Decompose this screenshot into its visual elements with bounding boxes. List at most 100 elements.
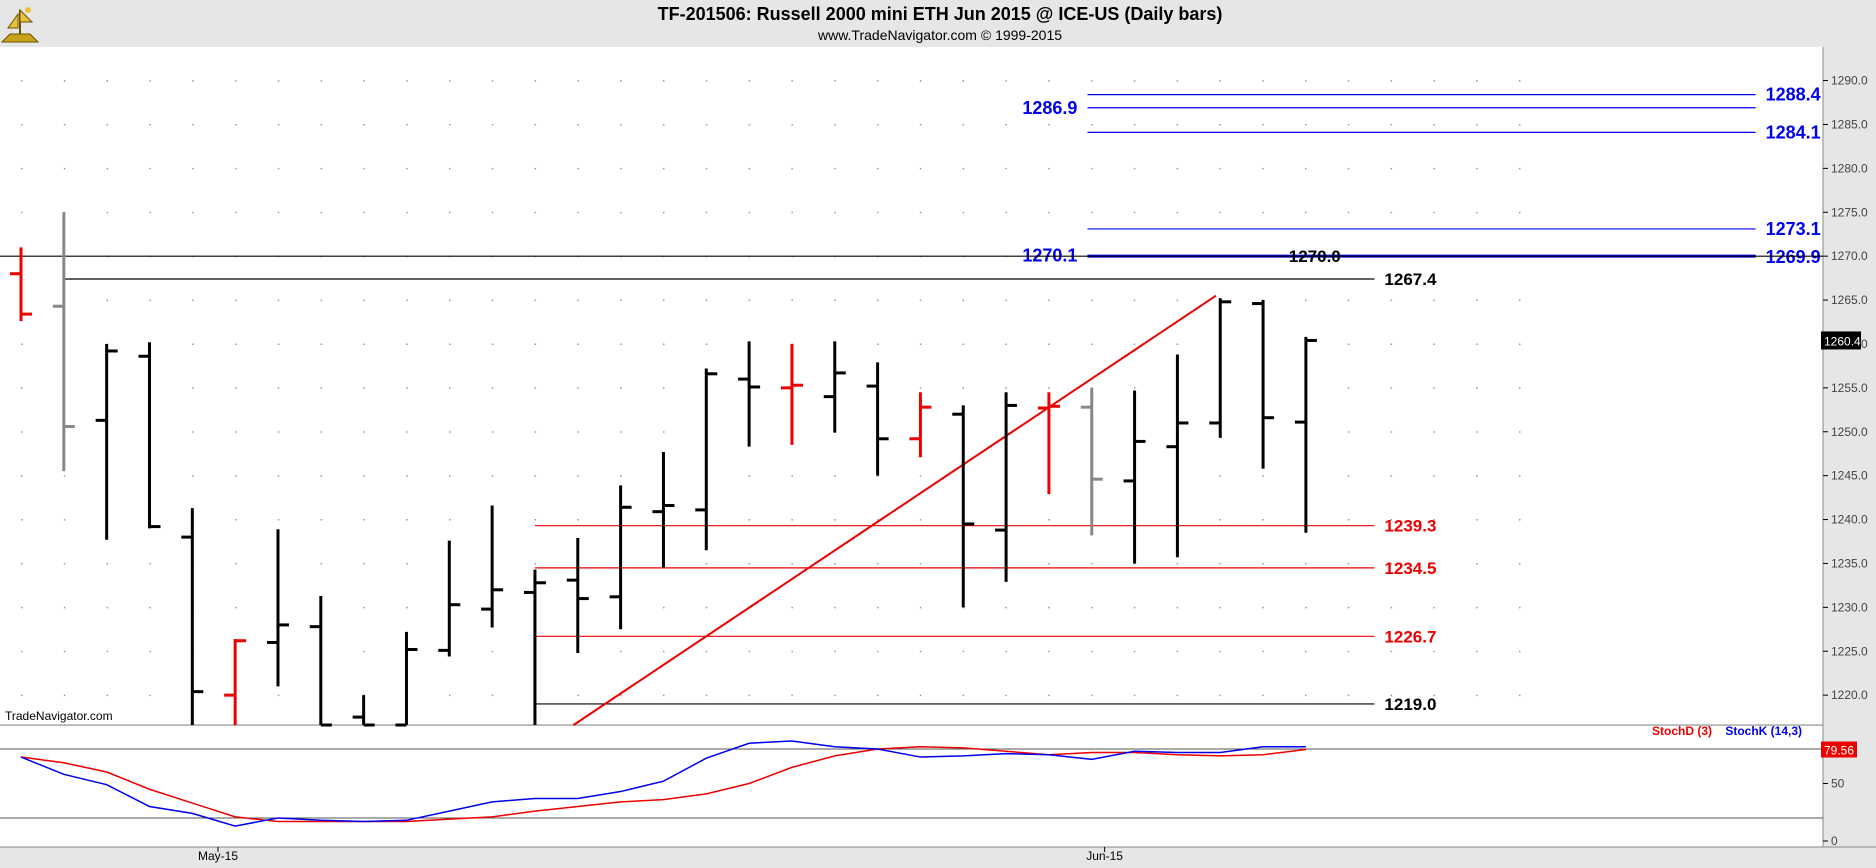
grid-dot	[449, 167, 451, 170]
grid-dot	[919, 519, 922, 521]
grid-dot	[1048, 123, 1050, 126]
grid-dot	[834, 167, 836, 170]
grid-dot	[192, 343, 194, 345]
grid-dot	[406, 343, 408, 345]
grid-dot	[63, 475, 66, 477]
grid-dot	[834, 123, 836, 126]
grid-dot	[705, 80, 708, 82]
grid-dot	[1305, 123, 1307, 126]
ohlc-bar	[481, 505, 504, 628]
grid-dot	[834, 650, 836, 653]
grid-dot	[1005, 650, 1007, 653]
grid-dot	[235, 343, 237, 345]
grid-dot	[1219, 519, 1221, 521]
grid-dot	[406, 387, 408, 389]
grid-dot	[1519, 431, 1521, 433]
y-tick-label: 1225.0	[1831, 644, 1868, 658]
ohlc-bar	[395, 631, 418, 727]
ohlc-bar	[224, 638, 247, 725]
grid-dot	[748, 299, 751, 302]
grid-dot	[320, 299, 323, 302]
grid-dot	[320, 387, 323, 389]
grid-dot	[1433, 80, 1435, 82]
grid-dot	[1433, 519, 1435, 521]
grid-dot	[919, 299, 922, 302]
grid-dot	[1305, 167, 1307, 170]
last-price-badge	[1821, 331, 1861, 350]
grid-dot	[449, 431, 451, 433]
grid-dot	[1390, 431, 1393, 433]
grid-dot	[406, 475, 408, 477]
grid-dot	[1262, 519, 1264, 521]
grid-dot	[1176, 650, 1179, 653]
grid-dot	[320, 431, 323, 433]
grid-dot	[1347, 562, 1350, 565]
grid-dot	[449, 519, 451, 521]
grid-dot	[663, 343, 665, 345]
grid-dot	[21, 606, 23, 609]
grid-dot	[192, 387, 194, 389]
ohlc-bar	[138, 342, 161, 529]
grid-dot	[962, 606, 965, 609]
grid-dot	[791, 211, 793, 214]
grid-dot	[21, 211, 23, 214]
grid-dot	[962, 343, 965, 345]
grid-dot	[235, 562, 237, 565]
grid-dot	[1133, 562, 1136, 565]
grid-dot	[1390, 211, 1393, 214]
grid-dot	[1347, 123, 1350, 126]
grid-dot	[1091, 650, 1093, 653]
x-tick-label: Jun-15	[1086, 849, 1123, 863]
grid-dot	[791, 694, 793, 697]
grid-dot	[1005, 299, 1007, 302]
ohlc-bar	[909, 392, 932, 458]
watermark: TradeNavigator.com	[5, 709, 113, 723]
grid-dot	[1347, 387, 1350, 389]
grid-dot	[192, 167, 194, 170]
grid-dot	[1433, 650, 1435, 653]
grid-dot	[1433, 167, 1435, 170]
grid-dot	[1048, 299, 1050, 302]
grid-dot	[491, 80, 494, 82]
grid-dot	[705, 694, 708, 697]
grid-dot	[1262, 167, 1264, 170]
grid-dot	[1433, 343, 1435, 345]
grid-dot	[277, 519, 280, 521]
grid-dot	[577, 431, 579, 433]
level-label: 1270.0	[1289, 247, 1341, 266]
grid-dot	[877, 694, 879, 697]
grid-dot	[406, 299, 408, 302]
grid-dot	[663, 80, 665, 82]
grid-dot	[1433, 562, 1435, 565]
grid-dot	[962, 387, 965, 389]
grid-dot	[1005, 343, 1007, 345]
grid-dot	[1048, 694, 1050, 697]
grid-dot	[1091, 123, 1093, 126]
grid-dot	[962, 167, 965, 170]
grid-dot	[192, 80, 194, 82]
grid-dot	[1519, 299, 1521, 302]
grid-dot	[577, 519, 579, 521]
grid-dot	[1005, 167, 1007, 170]
grid-dot	[235, 475, 237, 477]
grid-dot	[449, 211, 451, 214]
grid-dot	[1433, 299, 1435, 302]
grid-dot	[1005, 606, 1007, 609]
grid-dot	[1091, 343, 1093, 345]
grid-dot	[620, 650, 622, 653]
grid-dot	[491, 387, 494, 389]
grid-dot	[363, 562, 365, 565]
grid-dot	[1176, 167, 1179, 170]
grid-dot	[63, 650, 66, 653]
grid-dot	[1476, 343, 1478, 345]
price-panel	[0, 47, 1823, 725]
grid-dot	[748, 475, 751, 477]
grid-dot	[534, 211, 537, 214]
grid-dot	[235, 519, 237, 521]
grid-dot	[1519, 694, 1521, 697]
grid-dot	[834, 299, 836, 302]
ohlc-bar	[609, 485, 632, 630]
grid-dot	[106, 211, 109, 214]
grid-dot	[877, 475, 879, 477]
ohlc-bar	[1166, 354, 1189, 558]
